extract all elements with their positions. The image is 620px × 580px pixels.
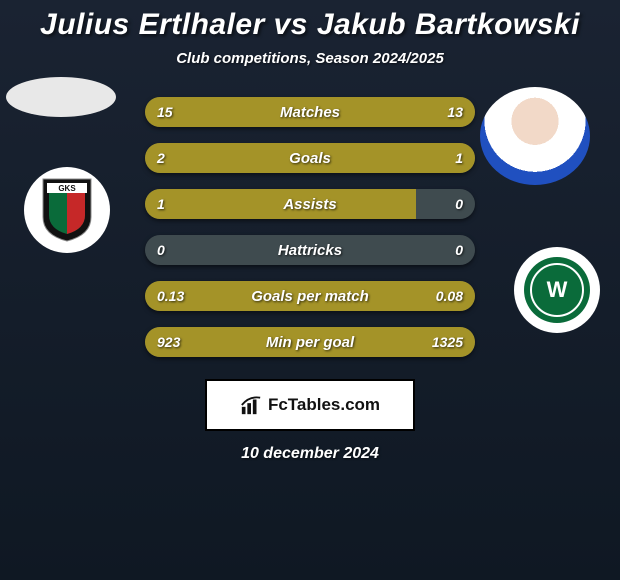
subtitle: Club competitions, Season 2024/2025 bbox=[0, 50, 620, 67]
player-photo-left bbox=[6, 77, 116, 117]
stat-bars: 1513Matches 21Goals 10Assists 00Hattricks 0.… bbox=[145, 97, 475, 357]
date-label: 10 december 2024 bbox=[0, 445, 620, 463]
stat-bar-right-fill bbox=[363, 143, 475, 173]
club-badge-right-letter: W bbox=[547, 277, 568, 303]
stat-bar-right-fill bbox=[320, 97, 475, 127]
branding-badge: FcTables.com bbox=[205, 379, 415, 431]
comparison-panel: GKS W 1513Matches 21Goals 10Assists 00Hattr… bbox=[0, 97, 620, 357]
stat-bar: 9231325Min per goal bbox=[145, 327, 475, 357]
stat-bar: 10Assists bbox=[145, 189, 475, 219]
page-title: Julius Ertlhaler vs Jakub Bartkowski bbox=[0, 0, 620, 42]
stat-bar-right-fill bbox=[280, 327, 475, 357]
club-badge-left: GKS bbox=[24, 167, 110, 253]
stat-bar-left-fill bbox=[145, 97, 320, 127]
stat-bar: 1513Matches bbox=[145, 97, 475, 127]
stat-bar-left-fill bbox=[145, 281, 350, 311]
stat-bar-left-fill bbox=[145, 143, 363, 173]
stat-bar: 00Hattricks bbox=[145, 235, 475, 265]
branding-text: FcTables.com bbox=[268, 395, 380, 415]
stat-bar-left-fill bbox=[145, 327, 280, 357]
svg-text:GKS: GKS bbox=[58, 184, 76, 193]
stat-bar: 21Goals bbox=[145, 143, 475, 173]
club-badge-right: W bbox=[514, 247, 600, 333]
player-photo-right bbox=[480, 87, 590, 185]
stat-bar: 0.130.08Goals per match bbox=[145, 281, 475, 311]
stat-bar-right-fill bbox=[350, 281, 475, 311]
branding-logo-icon bbox=[240, 394, 262, 416]
stat-bar-left-fill bbox=[145, 189, 416, 219]
